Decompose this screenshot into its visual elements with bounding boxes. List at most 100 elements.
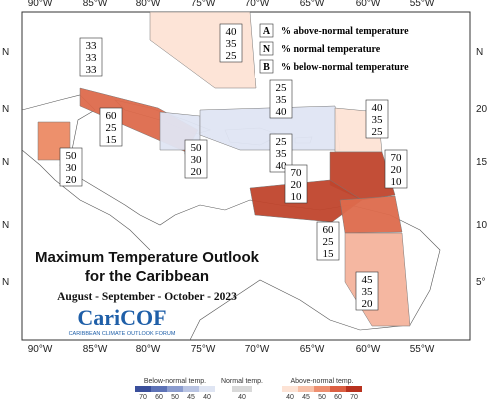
probability-value: 35: [276, 148, 288, 160]
probability-box: [219, 23, 243, 63]
legend-key-background: [255, 20, 415, 78]
lon-label-top: 65°W: [300, 0, 325, 9]
colorbar-swatch: [282, 386, 298, 392]
lon-label-top: 75°W: [191, 0, 216, 9]
probability-value: 40: [276, 106, 288, 118]
probability-value: 20: [391, 164, 403, 176]
lon-label-top: 55°W: [410, 0, 435, 9]
axis-labels: 90°W 90°W 85°W 85°W 80°W 80°W 75°W 75°W 70°W 70°W…: [2, 0, 488, 355]
probability-value: 33: [86, 64, 98, 76]
probability-box: [365, 99, 389, 139]
colorbar-label: Normal temp.: [221, 378, 263, 385]
probability-value: 35: [362, 286, 374, 298]
probability-value: 40: [226, 26, 238, 38]
lat-label-left: N: [2, 47, 9, 58]
lon-label-bottom: 90°W: [28, 344, 53, 355]
probability-box: [269, 133, 293, 173]
logo-subtitle: CARIBBEAN CLIMATE OUTLOOK FORUM: [69, 331, 176, 337]
period: August - September - October - 2023: [57, 291, 237, 303]
colorbar-tick: 45: [302, 394, 310, 400]
key-text: % normal temperature: [281, 44, 381, 55]
colorbar-tick: 60: [155, 394, 163, 400]
probability-value: 15: [323, 248, 335, 260]
probability-value: 33: [86, 52, 98, 64]
title-line1: Maximum Temperature Outlook: [35, 249, 260, 266]
colorbar-swatch: [314, 386, 330, 392]
colorbar-tick: 50: [171, 394, 179, 400]
lat-label-left: N: [2, 277, 9, 288]
colorbar-swatch: [346, 386, 362, 392]
legend-key: A % above-normal temperature N % normal tem…: [255, 20, 415, 78]
lat-label-right: 10: [476, 220, 488, 231]
colorbar-tick: 60: [334, 394, 342, 400]
probability-value: 20: [191, 166, 203, 178]
colorbar-swatch: [232, 386, 252, 392]
probability-box: [184, 139, 208, 179]
probability-value: 20: [66, 174, 78, 186]
lat-label-left: N: [2, 157, 9, 168]
probability-value: 15: [106, 134, 118, 146]
lon-label-top: 60°W: [356, 0, 381, 9]
colorbar-label: Above-normal temp.: [290, 378, 353, 385]
probability-value: 33: [86, 40, 98, 52]
key-letter: N: [263, 44, 271, 55]
probability-value: 25: [276, 82, 288, 94]
key-letter-box: [259, 59, 274, 74]
probability-value: 20: [362, 298, 374, 310]
probability-value: 40: [276, 160, 288, 172]
colorbar-tick: 40: [286, 394, 294, 400]
probability-value: 35: [226, 38, 238, 50]
title-line2: for the Caribbean: [85, 268, 209, 285]
colorbar-tick: 50: [318, 394, 326, 400]
colorbar-swatch: [330, 386, 346, 392]
probability-value: 30: [66, 162, 78, 174]
key-letter: A: [263, 26, 271, 37]
colorbar-tick: 40: [238, 394, 246, 400]
probability-value: 60: [323, 224, 335, 236]
lon-label-bottom: 60°W: [356, 344, 381, 355]
lon-label-top: 80°W: [136, 0, 161, 9]
probability-box: [316, 221, 340, 261]
probability-value: 25: [323, 236, 335, 248]
probability-value: 70: [391, 152, 403, 164]
probability-value: 50: [191, 142, 203, 154]
lon-label-bottom: 80°W: [136, 344, 161, 355]
probability-value: 45: [362, 274, 374, 286]
probability-boxes: 4035253333336025155030205030202535402535…: [59, 23, 408, 311]
probability-value: 10: [291, 191, 303, 203]
probability-value: 35: [276, 94, 288, 106]
probability-value: 35: [372, 114, 384, 126]
colorbar-swatch: [199, 386, 215, 392]
lon-label-bottom: 85°W: [83, 344, 108, 355]
probability-value: 50: [66, 150, 78, 162]
probability-value: 30: [191, 154, 203, 166]
probability-box: [59, 147, 83, 187]
lat-label-right: 20: [476, 104, 488, 115]
colorbar-swatch: [167, 386, 183, 392]
colorbar: Below-normal temp. 70 60 50 45 40 Normal temp.…: [135, 378, 362, 400]
lon-label-top: 90°W: [28, 0, 53, 9]
colorbar-swatch: [151, 386, 167, 392]
lon-label-top: 85°W: [83, 0, 108, 9]
probability-value: 60: [106, 110, 118, 122]
probability-value: 25: [276, 136, 288, 148]
lon-label-bottom: 55°W: [410, 344, 435, 355]
lat-label-right: N: [476, 47, 483, 58]
probability-box: [79, 37, 103, 77]
lat-label-left: N: [2, 220, 9, 231]
pacific-coast: [21, 149, 151, 251]
probability-value: 25: [372, 126, 384, 138]
lon-label-bottom: 70°W: [245, 344, 270, 355]
lon-label-bottom: 75°W: [191, 344, 216, 355]
probability-box: [99, 107, 123, 147]
probability-value: 25: [226, 50, 238, 62]
region: [339, 195, 403, 234]
lat-label-right: 15: [476, 157, 488, 168]
lat-label-right: 5°: [476, 277, 486, 288]
colorbar-tick: 70: [139, 394, 147, 400]
key-letter: B: [263, 62, 270, 73]
lon-label-top: 70°W: [245, 0, 270, 9]
logo: CariCOF: [77, 305, 166, 330]
probability-box: [269, 79, 293, 119]
